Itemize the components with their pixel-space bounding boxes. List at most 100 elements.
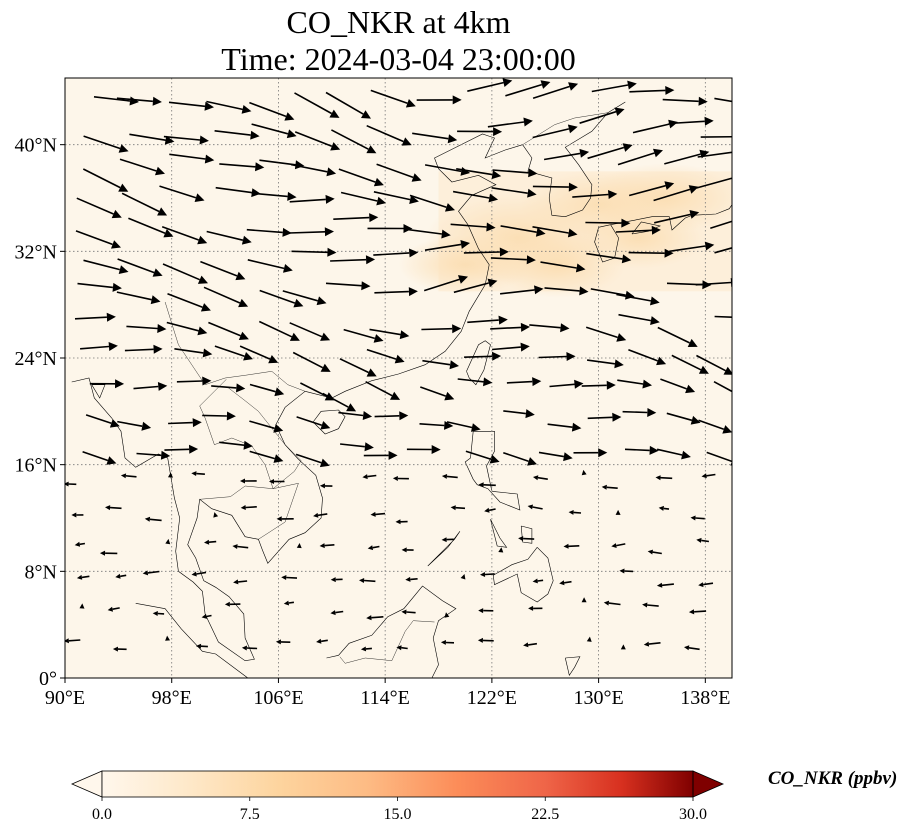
wind-arrow-shaft	[506, 380, 533, 384]
wind-arrow-shaft	[412, 132, 449, 140]
wind-arrow-head	[373, 177, 384, 187]
wind-arrow-head	[460, 240, 470, 249]
wind-arrow-head	[362, 411, 373, 420]
wind-arrow-head	[574, 379, 584, 389]
wind-arrow-head	[197, 275, 208, 284]
wind-arrow-head	[528, 168, 538, 178]
wind-arrow-head	[559, 580, 565, 586]
wind-arrow-shaft	[214, 130, 251, 136]
wind-arrow-head	[396, 645, 402, 651]
wind-arrow-shaft	[288, 601, 295, 604]
wind-arrow-shaft	[219, 163, 256, 168]
wind-arrow-shaft	[618, 313, 652, 322]
wind-arrow-shaft	[288, 231, 326, 234]
wind-arrow-head	[668, 119, 678, 129]
wind-arrow-head	[204, 539, 210, 545]
wind-arrow-shaft	[371, 616, 384, 619]
wind-arrow-shaft	[76, 197, 114, 215]
wind-arrow-head	[105, 505, 111, 511]
wind-arrow-head	[440, 640, 446, 645]
coastline-segment	[466, 340, 491, 386]
wind-arrow-head	[445, 203, 455, 212]
coastline-segment	[464, 430, 521, 511]
wind-arrow-head	[643, 641, 650, 647]
wind-arrow-head	[688, 185, 699, 194]
wind-arrow-shaft	[83, 259, 120, 271]
wind-arrow-head	[276, 516, 282, 522]
wind-arrow-shaft	[206, 614, 212, 618]
wind-arrow-head	[390, 391, 401, 400]
wind-arrow-shaft	[617, 152, 655, 166]
wind-arrow-head	[273, 424, 284, 433]
wind-arrow-head	[330, 577, 336, 583]
wind-arrow-shaft	[339, 358, 369, 374]
wind-arrow-head	[366, 368, 377, 377]
wind-arrow-head	[320, 421, 331, 430]
wind-arrow-head	[523, 642, 529, 648]
wind-arrow-head	[449, 360, 459, 370]
wind-arrow-shaft	[523, 537, 535, 540]
wind-arrow-head	[74, 541, 81, 547]
wind-arrow-head	[152, 611, 158, 616]
wind-arrow-head	[733, 148, 743, 157]
wind-arrow-head	[568, 182, 578, 192]
wind-arrow-head	[282, 227, 292, 237]
wind-arrow-head	[325, 194, 335, 204]
wind-arrow-head	[235, 271, 246, 281]
wind-arrow-shaft	[317, 513, 328, 517]
wind-arrow-shaft	[463, 251, 500, 254]
wind-arrow-shaft	[163, 135, 201, 141]
wind-arrow-shaft	[537, 579, 544, 582]
wind-arrow-head	[606, 380, 616, 390]
wind-arrow-head	[483, 377, 493, 387]
wind-arrow-shaft	[616, 293, 652, 302]
wind-arrow-head	[153, 344, 163, 354]
x-tick-label: 114°E	[360, 687, 409, 709]
wind-arrow-head	[698, 96, 708, 106]
colorbar-tick-label: 7.5	[240, 806, 260, 823]
y-tick-label: 40°N	[15, 135, 57, 157]
wind-arrow-head	[202, 376, 212, 386]
wind-arrow-head	[106, 312, 116, 322]
wind-arrow-head	[528, 605, 534, 611]
wind-arrow-shaft	[366, 124, 404, 143]
wind-arrow-shaft	[196, 571, 207, 575]
wind-arrow-shaft	[365, 380, 393, 397]
wind-arrow-head	[200, 303, 211, 312]
wind-arrow-head	[601, 484, 607, 490]
wind-arrow-head	[701, 473, 707, 479]
wind-arrow-shaft	[657, 326, 690, 344]
wind-arrow-shaft	[112, 607, 120, 610]
wind-arrow-head	[284, 112, 295, 121]
wind-arrow-shaft	[85, 414, 112, 425]
wind-arrow-head	[575, 263, 586, 273]
wind-arrow-shaft	[622, 410, 648, 414]
wind-arrow-shaft	[129, 133, 166, 141]
border-segment	[164, 301, 306, 392]
wind-arrow-head	[523, 117, 533, 127]
wind-arrow-shaft	[208, 321, 241, 337]
wind-arrow-head	[568, 510, 574, 515]
wind-arrow-shaft	[164, 448, 190, 451]
wind-arrow-shaft	[421, 327, 453, 331]
wind-arrow-head	[586, 636, 592, 642]
wind-arrow-head	[224, 601, 230, 607]
wind-arrow-shaft	[420, 386, 447, 397]
wind-arrow-shaft	[296, 416, 323, 426]
wind-arrow-head	[401, 137, 412, 146]
wind-arrow-head	[361, 281, 371, 291]
wind-arrow-shaft	[169, 153, 206, 160]
wind-arrow-shaft	[697, 151, 732, 158]
wind-arrow-head	[319, 483, 325, 489]
wind-arrow-head	[441, 474, 448, 479]
wind-arrow-head	[737, 132, 746, 141]
wind-arrow-shaft	[331, 129, 369, 150]
wind-arrow-head	[269, 479, 274, 484]
wind-arrow-head	[106, 456, 117, 465]
wind-arrow-head	[621, 218, 631, 228]
wind-arrow-shaft	[587, 146, 625, 160]
wind-arrow-head	[401, 547, 407, 553]
wind-arrow-head	[704, 116, 714, 126]
wind-arrow-shaft	[259, 159, 296, 166]
wind-arrow-shaft	[532, 185, 569, 188]
